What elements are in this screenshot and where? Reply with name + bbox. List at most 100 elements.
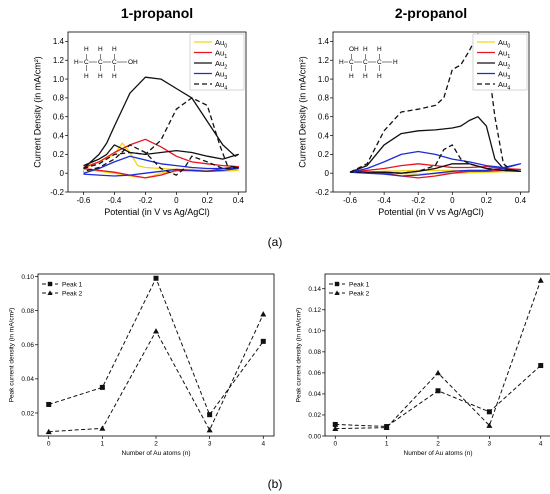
y-tick-label: 0.10	[21, 274, 34, 281]
y-axis-label: Current Density (in mA/cm²)	[297, 56, 307, 168]
x-tick-label: 0.4	[233, 196, 245, 205]
legend-subscript: 3	[224, 75, 227, 81]
legend-label-au4: Au4	[215, 80, 227, 92]
point-marker-triangle	[99, 425, 106, 431]
y-tick-label: 0.06	[308, 370, 321, 377]
y-tick-label: 1.0	[318, 75, 330, 84]
legend-subscript: 2	[224, 65, 227, 71]
y-tick-label: 1.0	[53, 75, 65, 84]
y-tick-label: 0	[325, 169, 330, 178]
legend-label-au1: Au1	[498, 49, 510, 61]
y-tick-label: 0.12	[308, 307, 321, 314]
x-tick-label: 3	[208, 441, 212, 448]
y-tick-label: 0.04	[308, 391, 321, 398]
atom-label: H	[377, 73, 382, 80]
legend-label-au0: Au0	[215, 38, 227, 50]
x-tick-label: 4	[539, 441, 543, 448]
y-tick-label: 0.02	[308, 412, 321, 419]
atom-label: C	[84, 59, 89, 66]
y-tick-label: 0.2	[318, 150, 330, 159]
series-line-au4	[349, 33, 522, 174]
atom-label: H	[84, 73, 89, 80]
legend-label-au4: Au4	[498, 80, 510, 92]
point-marker-square	[99, 384, 105, 390]
y-tick-label: 0.8	[53, 94, 65, 103]
x-tick-label: 0.4	[515, 196, 527, 205]
x-tick-label: -0.4	[108, 196, 122, 205]
y-tick-label: -0.2	[50, 188, 64, 197]
chart-peak_1propanol: 0 1 2 3 4 0.02 0.04 0.06 0.08 0.10 Number of Au at…	[9, 273, 275, 457]
atom-label: H	[74, 59, 79, 66]
x-tick-label: -0.2	[138, 196, 152, 205]
series-line-au0	[83, 142, 239, 179]
x-tick-label: 3	[488, 441, 492, 448]
x-tick-label: -0.6	[343, 196, 357, 205]
legend: Peak 1 Peak 2	[42, 281, 83, 297]
x-tick-label: 2	[436, 441, 440, 448]
atom-label: H	[112, 46, 117, 53]
chart-title: 2-propanol	[395, 5, 467, 21]
y-tick-label: 0.2	[53, 150, 65, 159]
molecule-structure: H C C C OHH H HH H H	[74, 46, 138, 80]
point-marker-triangle	[332, 425, 339, 432]
plot-area	[349, 33, 522, 179]
x-tick-label: 2	[154, 441, 158, 448]
legend-subscript: 2	[507, 65, 510, 71]
y-tick-label: 0.6	[53, 113, 65, 122]
y-tick-label: 0.06	[21, 342, 34, 349]
series-line-au2	[83, 76, 239, 169]
legend-box	[472, 33, 528, 91]
chart-cv_2propanol: 2-propanol -0.6 -0.4 -0.2 0 0.2 0.4 -0.2 0 0.2 0.4…	[297, 5, 530, 217]
y-axis-label: Peak current density (in mA/cm²)	[9, 308, 16, 403]
plot-area	[83, 76, 239, 179]
y-tick-label: 0	[60, 169, 65, 178]
point-marker-triangle	[153, 328, 159, 334]
legend-label: Peak 2	[62, 290, 83, 297]
plot-frame	[37, 273, 275, 437]
x-tick-label: -0.6	[77, 196, 91, 205]
plot-area	[332, 277, 544, 432]
atom-label: H	[363, 73, 368, 80]
point-marker-triangle	[383, 424, 390, 430]
x-tick-label: -0.2	[411, 196, 425, 205]
legend-marker-square	[334, 281, 340, 287]
legend-subscript: 4	[224, 86, 227, 92]
atom-label: H	[84, 46, 89, 53]
atom-label: H	[98, 46, 103, 53]
point-marker-square	[538, 363, 544, 369]
series-line-au4	[83, 97, 239, 176]
plot-frame	[324, 273, 550, 437]
x-tick-label: 0	[450, 196, 455, 205]
y-tick-label: -0.2	[315, 188, 329, 197]
atom-label: H	[363, 46, 368, 53]
atom-label: C	[112, 59, 117, 66]
legend-subscript: 1	[224, 54, 227, 60]
y-tick-label: 0.14	[308, 286, 321, 293]
point-marker-square	[46, 401, 52, 407]
atom-label: H	[393, 59, 398, 66]
point-marker-triangle	[206, 427, 213, 433]
y-tick-label: 0.04	[21, 376, 34, 383]
x-tick-label: 4	[261, 441, 265, 448]
plot-frame	[332, 31, 530, 193]
x-tick-label: -0.4	[377, 196, 391, 205]
x-tick-label: 0.2	[481, 196, 493, 205]
point-marker-triangle	[537, 277, 544, 283]
legend-marker-triangle	[334, 290, 340, 295]
series-line-peak-1	[48, 277, 264, 416]
x-axis-label: Number of Au atoms (n)	[122, 450, 191, 457]
x-axis-label: Potential (in V vs Ag/AgCl)	[104, 207, 210, 217]
point-marker-square	[332, 421, 338, 427]
series-line-au1	[83, 138, 239, 179]
point-marker-square	[207, 412, 213, 418]
atom-label: OH	[128, 59, 138, 66]
legend-label-au2: Au2	[215, 59, 227, 71]
atom-label: H	[377, 46, 382, 53]
y-tick-label: 0.6	[318, 113, 330, 122]
series-line-au3	[349, 150, 522, 177]
y-tick-label: 0.08	[308, 349, 321, 356]
series-line-au2	[349, 116, 522, 174]
legend-label-au1: Au1	[215, 49, 227, 61]
